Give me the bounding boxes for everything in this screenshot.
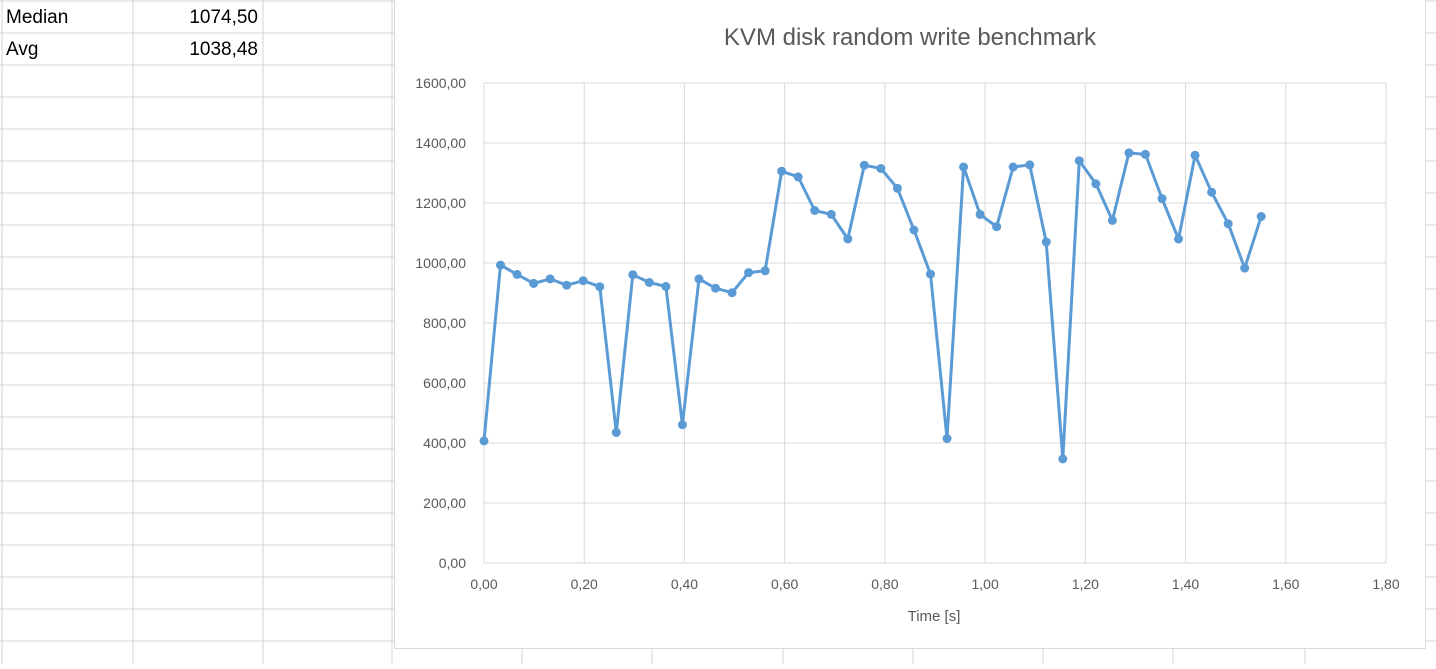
chart-title: KVM disk random write benchmark <box>724 24 1097 51</box>
data-point[interactable] <box>644 278 654 287</box>
data-point[interactable] <box>611 428 621 437</box>
y-tick-label: 1600,00 <box>415 75 466 91</box>
data-point[interactable] <box>942 434 952 443</box>
data-point[interactable] <box>529 278 539 288</box>
y-tick-label: 400,00 <box>423 435 466 451</box>
x-tick-label: 1,80 <box>1372 576 1399 592</box>
data-point[interactable] <box>992 222 1002 232</box>
data-point[interactable] <box>925 269 935 279</box>
data-point[interactable] <box>1174 234 1184 244</box>
chart-gridlines <box>483 82 1387 564</box>
data-point[interactable] <box>744 268 754 278</box>
data-point[interactable] <box>1058 454 1068 464</box>
x-tick-label: 0,00 <box>470 576 497 592</box>
data-point[interactable] <box>1140 149 1150 159</box>
data-point[interactable] <box>1240 263 1250 273</box>
data-point[interactable] <box>959 162 969 172</box>
data-point[interactable] <box>975 209 985 219</box>
data-point[interactable] <box>545 274 555 284</box>
data-point[interactable] <box>1190 150 1200 160</box>
median-label[interactable]: Median <box>6 7 69 28</box>
data-point[interactable] <box>760 266 770 276</box>
data-point[interactable] <box>628 270 638 280</box>
data-point[interactable] <box>578 276 588 286</box>
data-point[interactable] <box>1107 215 1117 225</box>
data-point[interactable] <box>876 164 886 173</box>
data-point[interactable] <box>694 274 704 284</box>
x-axis-title: Time [s] <box>908 608 961 625</box>
data-point[interactable] <box>677 420 687 430</box>
x-tick-label: 1,60 <box>1272 576 1299 592</box>
data-point[interactable] <box>826 209 836 219</box>
data-point[interactable] <box>843 234 853 244</box>
data-point[interactable] <box>1041 237 1051 247</box>
data-point[interactable] <box>1157 194 1167 203</box>
data-point[interactable] <box>810 206 820 215</box>
median-value[interactable]: 1074,50 <box>189 7 258 28</box>
data-point[interactable] <box>1207 187 1217 197</box>
data-point[interactable] <box>496 260 506 270</box>
y-tick-label: 200,00 <box>423 495 466 511</box>
x-tick-label: 1,00 <box>971 576 998 592</box>
x-tick-label: 0,40 <box>671 576 698 592</box>
y-tick-label: 600,00 <box>423 375 466 391</box>
y-tick-label: 1400,00 <box>415 135 466 151</box>
chart[interactable]: KVM disk random write benchmark Time [s]… <box>394 0 1426 649</box>
series-line <box>482 151 1263 461</box>
data-point[interactable] <box>562 280 572 290</box>
data-point[interactable] <box>777 166 787 176</box>
data-point[interactable] <box>1008 162 1018 172</box>
data-point[interactable] <box>1124 148 1134 158</box>
data-point[interactable] <box>859 160 869 170</box>
y-tick-label: 1200,00 <box>415 195 466 211</box>
data-point[interactable] <box>727 288 737 298</box>
data-point[interactable] <box>1091 179 1101 189</box>
avg-value[interactable]: 1038,48 <box>189 39 258 60</box>
y-tick-label: 800,00 <box>423 315 466 331</box>
data-point[interactable] <box>892 183 902 193</box>
data-point[interactable] <box>1025 160 1035 170</box>
avg-label[interactable]: Avg <box>6 39 39 60</box>
data-point[interactable] <box>595 282 605 292</box>
data-point[interactable] <box>909 225 919 235</box>
data-point[interactable] <box>1223 219 1233 229</box>
y-tick-label: 0,00 <box>439 555 466 571</box>
data-point[interactable] <box>1074 156 1084 166</box>
y-tick-label: 1000,00 <box>415 255 466 271</box>
data-point[interactable] <box>793 172 803 182</box>
chart-canvas: KVM disk random write benchmark Time [s]… <box>415 24 1399 625</box>
data-point[interactable] <box>479 436 489 446</box>
x-tick-label: 0,60 <box>771 576 798 592</box>
x-tick-label: 1,40 <box>1172 576 1199 592</box>
x-tick-label: 0,80 <box>871 576 898 592</box>
x-tick-label: 1,20 <box>1072 576 1099 592</box>
x-tick-label: 0,20 <box>571 576 598 592</box>
data-point[interactable] <box>1256 212 1266 221</box>
data-point[interactable] <box>512 269 522 279</box>
data-point[interactable] <box>711 283 721 293</box>
data-point[interactable] <box>661 281 671 291</box>
